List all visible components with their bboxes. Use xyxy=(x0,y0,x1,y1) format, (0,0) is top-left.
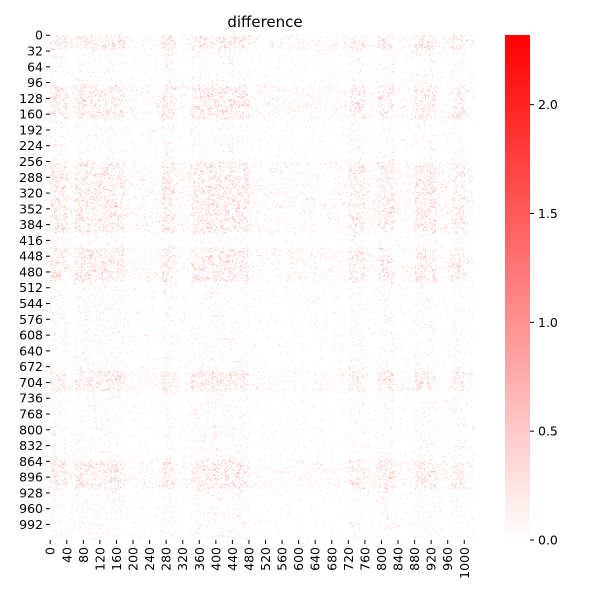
y-tick-label: 864 xyxy=(19,454,43,469)
y-tick-label: 384 xyxy=(19,217,43,232)
x-tick-label: 80 xyxy=(76,547,91,563)
x-tick-label: 560 xyxy=(275,547,290,571)
x-tick-label: 440 xyxy=(225,547,240,571)
y-tick-label: 32 xyxy=(27,44,43,59)
y-tick-label: 64 xyxy=(27,59,43,74)
x-tick-label: 1000 xyxy=(457,547,472,579)
y-tick-label: 896 xyxy=(19,470,43,485)
x-tick-label: 960 xyxy=(440,547,455,571)
x-tick-label: 200 xyxy=(126,547,141,571)
x-tick-label: 840 xyxy=(391,547,406,571)
heatmap-cells xyxy=(50,35,474,540)
y-tick-label: 448 xyxy=(19,249,43,264)
y-tick-label: 736 xyxy=(19,391,43,406)
y-tick-label: 224 xyxy=(19,138,43,153)
y-tick-label: 480 xyxy=(19,264,43,279)
y-tick-label: 960 xyxy=(19,501,43,516)
y-tick-label: 352 xyxy=(19,201,43,216)
colorbar-tick-label: 0.5 xyxy=(538,424,558,439)
x-tick-label: 720 xyxy=(341,547,356,571)
x-tick-label: 640 xyxy=(308,547,323,571)
y-tick-label: 800 xyxy=(19,422,43,437)
colorbar-tick-label: 2.0 xyxy=(538,97,558,112)
x-tick-label: 280 xyxy=(159,547,174,571)
y-tick-label: 320 xyxy=(19,186,43,201)
y-tick-label: 640 xyxy=(19,343,43,358)
y-tick-label: 576 xyxy=(19,312,43,327)
y-tick-label: 256 xyxy=(19,154,43,169)
y-tick-label: 768 xyxy=(19,406,43,421)
x-tick-label: 320 xyxy=(175,547,190,571)
x-tick-label: 480 xyxy=(241,547,256,571)
x-tick-label: 800 xyxy=(374,547,389,571)
y-tick-label: 832 xyxy=(19,438,43,453)
y-tick-label: 0 xyxy=(35,28,43,43)
colorbar-tick-label: 1.5 xyxy=(538,206,558,221)
y-tick-label: 928 xyxy=(19,485,43,500)
colorbar-tick-label: 0.0 xyxy=(538,533,558,548)
x-tick-label: 920 xyxy=(424,547,439,571)
y-tick-label: 512 xyxy=(19,280,43,295)
x-tick-label: 160 xyxy=(109,547,124,571)
y-tick-label: 544 xyxy=(19,296,43,311)
colorbar xyxy=(505,35,530,540)
y-tick-label: 96 xyxy=(27,75,43,90)
x-tick-label: 680 xyxy=(324,547,339,571)
x-tick-label: 400 xyxy=(208,547,223,571)
x-tick-label: 360 xyxy=(192,547,207,571)
x-tick-label: 520 xyxy=(258,547,273,571)
x-tick-label: 120 xyxy=(92,547,107,571)
colorbar-ticks: 0.0 0.5 1.0 1.5 2.0 xyxy=(530,97,558,548)
heatmap-image xyxy=(50,35,474,540)
y-tick-label: 288 xyxy=(19,170,43,185)
x-tick-label: 0 xyxy=(43,547,58,555)
y-tick-label: 704 xyxy=(19,375,43,390)
y-tick-label: 608 xyxy=(19,328,43,343)
x-axis-ticks: 0 40 80 120 160 200 240 280 320 360 400 440 480 520 56… xyxy=(43,540,472,579)
x-tick-label: 600 xyxy=(291,547,306,571)
x-tick-label: 760 xyxy=(357,547,372,571)
y-tick-label: 192 xyxy=(19,122,43,137)
colorbar-tick-label: 1.0 xyxy=(538,315,558,330)
y-tick-label: 128 xyxy=(19,91,43,106)
y-tick-label: 672 xyxy=(19,359,43,374)
y-tick-label: 160 xyxy=(19,107,43,122)
y-tick-label: 416 xyxy=(19,233,43,248)
y-axis-ticks: 0326496128160192224256288320352384416448… xyxy=(19,28,50,532)
chart-title: difference xyxy=(227,13,302,31)
x-tick-label: 240 xyxy=(142,547,157,571)
x-tick-label: 880 xyxy=(407,547,422,571)
x-tick-label: 40 xyxy=(59,547,74,563)
y-tick-label: 992 xyxy=(19,517,43,532)
